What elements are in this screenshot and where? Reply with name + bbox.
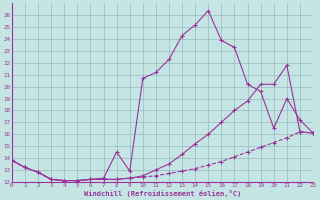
X-axis label: Windchill (Refroidissement éolien,°C): Windchill (Refroidissement éolien,°C)	[84, 190, 241, 197]
